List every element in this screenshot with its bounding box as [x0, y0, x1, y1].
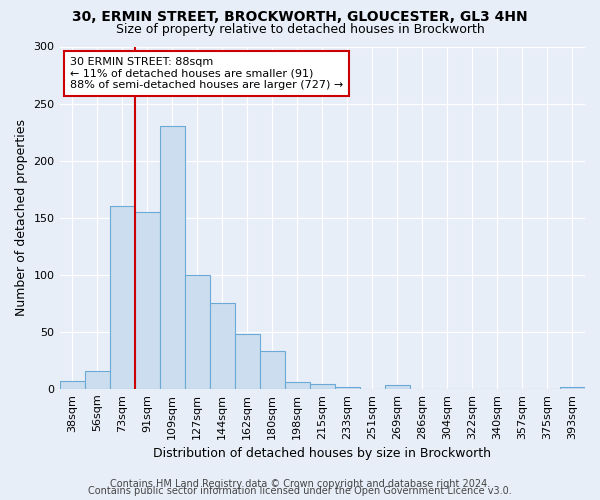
Text: Contains public sector information licensed under the Open Government Licence v3: Contains public sector information licen…: [88, 486, 512, 496]
Bar: [560, 386, 585, 389]
Bar: [110, 206, 134, 389]
Bar: [160, 126, 185, 389]
Text: 30, ERMIN STREET, BROCKWORTH, GLOUCESTER, GL3 4HN: 30, ERMIN STREET, BROCKWORTH, GLOUCESTER…: [72, 10, 528, 24]
Bar: [185, 274, 209, 389]
Bar: [260, 351, 285, 389]
Bar: [385, 386, 410, 389]
Text: Size of property relative to detached houses in Brockworth: Size of property relative to detached ho…: [116, 22, 484, 36]
Bar: [335, 386, 360, 389]
Bar: [209, 303, 235, 389]
Y-axis label: Number of detached properties: Number of detached properties: [15, 119, 28, 316]
Bar: [85, 370, 110, 389]
Text: Contains HM Land Registry data © Crown copyright and database right 2024.: Contains HM Land Registry data © Crown c…: [110, 479, 490, 489]
Bar: [235, 334, 260, 389]
Text: 30 ERMIN STREET: 88sqm
← 11% of detached houses are smaller (91)
88% of semi-det: 30 ERMIN STREET: 88sqm ← 11% of detached…: [70, 57, 343, 90]
Bar: [285, 382, 310, 389]
X-axis label: Distribution of detached houses by size in Brockworth: Distribution of detached houses by size …: [153, 447, 491, 460]
Bar: [310, 384, 335, 389]
Bar: [59, 381, 85, 389]
Bar: [134, 212, 160, 389]
